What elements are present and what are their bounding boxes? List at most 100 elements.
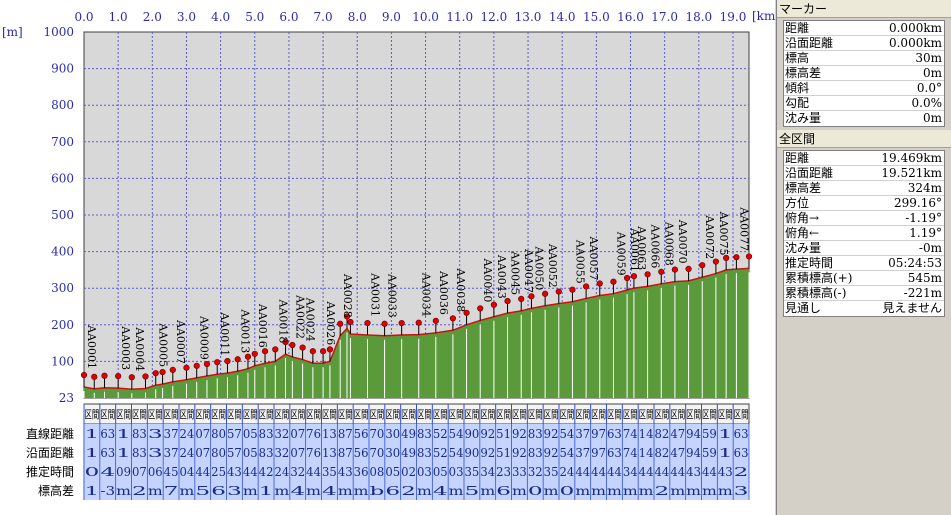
segment-header[interactable]: 区間 <box>496 408 511 421</box>
waypoint-marker[interactable] <box>583 283 590 290</box>
segment-header[interactable]: 区間 <box>417 408 432 421</box>
segment-header[interactable]: 区間 <box>702 408 717 421</box>
waypoint-marker[interactable] <box>699 262 706 269</box>
segment-header[interactable]: 区間 <box>544 408 559 421</box>
waypoint-marker[interactable] <box>528 293 535 300</box>
segment-table[interactable]: 区間 区間 区間 区間 区間 区間 区間 区間 区間 区間 区間 区間 区間 区間 区間 区間 区間 区間 区間 区間… <box>26 403 750 500</box>
segment-header[interactable]: 区間 <box>575 408 590 421</box>
waypoint-marker[interactable] <box>319 348 327 355</box>
waypoint-marker[interactable] <box>415 319 422 326</box>
segment-header[interactable]: 区間 <box>385 408 400 421</box>
waypoint-marker[interactable] <box>244 353 252 360</box>
waypoint-marker[interactable] <box>658 268 665 275</box>
elevation-profile-chart[interactable]: [m] [km] 0.0 1.0 2.0 3.0 4.0 5.0 6.0 7.0 8.0 9.0 1… <box>0 0 780 515</box>
waypoint-marker[interactable] <box>152 370 159 377</box>
waypoint-marker[interactable] <box>193 362 200 369</box>
segment-header[interactable]: 区間 <box>180 408 195 421</box>
segment-header[interactable]: 区間 <box>433 408 448 421</box>
segment-header[interactable]: 区間 <box>322 408 337 421</box>
waypoint-marker[interactable] <box>282 338 289 346</box>
waypoint-marker[interactable] <box>224 358 231 365</box>
waypoint-marker[interactable] <box>463 309 470 316</box>
segment-header[interactable]: 区間 <box>370 408 385 421</box>
waypoint-marker[interactable] <box>272 346 279 353</box>
waypoint-marker[interactable] <box>299 344 306 351</box>
waypoint-marker[interactable] <box>733 254 740 261</box>
segment-header[interactable]: 区間 <box>512 408 527 421</box>
waypoint-marker[interactable] <box>251 350 258 357</box>
waypoint-marker[interactable] <box>712 258 720 265</box>
waypoint-marker[interactable] <box>80 371 88 379</box>
waypoint-marker[interactable] <box>449 315 456 322</box>
segment-header[interactable]: 区間 <box>686 408 701 421</box>
segment-header[interactable]: 区間 <box>718 408 733 421</box>
segment-header[interactable]: 区間 <box>306 408 321 421</box>
waypoint-marker[interactable] <box>142 373 149 380</box>
segment-header[interactable]: 区間 <box>560 408 575 421</box>
segment-header[interactable]: 区間 <box>85 408 100 421</box>
segment-header[interactable]: 区間 <box>734 408 749 421</box>
waypoint-marker[interactable] <box>723 254 730 261</box>
segment-header[interactable]: 区間 <box>148 408 163 421</box>
waypoint-marker[interactable] <box>91 373 98 380</box>
segment-header[interactable]: 区間 <box>480 408 495 421</box>
segment-header[interactable]: 区間 <box>449 408 464 421</box>
segment-header[interactable]: 区間 <box>195 408 210 421</box>
segment-header[interactable]: 区間 <box>290 408 305 421</box>
waypoint-marker[interactable] <box>569 286 576 293</box>
waypoint-marker[interactable] <box>261 348 269 355</box>
waypoint-marker[interactable] <box>671 266 679 273</box>
segment-header[interactable]: 区間 <box>607 408 622 421</box>
waypoint-marker[interactable] <box>101 372 108 379</box>
segment-header[interactable]: 区間 <box>275 408 290 421</box>
waypoint-marker[interactable] <box>203 360 211 368</box>
waypoint-marker[interactable] <box>610 278 617 285</box>
segment-header[interactable]: 区間 <box>100 408 115 421</box>
segment-header[interactable]: 区間 <box>116 408 131 421</box>
waypoint-marker[interactable] <box>745 253 753 260</box>
waypoint-marker[interactable] <box>381 320 388 327</box>
chart-svg[interactable]: [m] [km] 0.0 1.0 2.0 3.0 4.0 5.0 6.0 7.0 8.0 9.0 1… <box>0 0 780 515</box>
waypoint-marker[interactable] <box>159 368 166 376</box>
waypoint-marker[interactable] <box>364 319 371 327</box>
segment-header[interactable]: 区間 <box>655 408 670 421</box>
waypoint-marker[interactable] <box>685 265 692 272</box>
waypoint-marker[interactable] <box>398 319 405 327</box>
waypoint-marker[interactable] <box>347 318 354 326</box>
segment-header[interactable]: 区間 <box>338 408 353 421</box>
waypoint-marker[interactable] <box>169 366 176 373</box>
waypoint-marker[interactable] <box>504 297 511 305</box>
waypoint-marker[interactable] <box>432 317 439 324</box>
waypoint-markers[interactable]: AA0001 AA0003 AA0004 AA0005 AA0007 AA0009 AA00… <box>80 206 753 390</box>
segment-header[interactable]: 区間 <box>670 408 685 421</box>
waypoint-marker[interactable] <box>234 356 241 363</box>
waypoint-marker[interactable] <box>623 274 631 282</box>
waypoint-marker[interactable] <box>644 271 651 278</box>
waypoint-marker[interactable] <box>115 373 122 380</box>
segment-header[interactable]: 区間 <box>528 408 543 421</box>
waypoint-marker[interactable] <box>289 341 296 349</box>
segment-header[interactable]: 区間 <box>164 408 179 421</box>
segment-header[interactable]: 区間 <box>639 408 654 421</box>
waypoint-marker[interactable] <box>128 374 135 381</box>
segment-header[interactable]: 区間 <box>623 408 638 421</box>
waypoint-marker[interactable] <box>596 280 603 287</box>
waypoint-marker[interactable] <box>183 364 190 371</box>
segment-header[interactable]: 区間 <box>591 408 606 421</box>
segment-header[interactable]: 区間 <box>243 408 258 421</box>
waypoint-marker[interactable] <box>214 359 221 366</box>
segment-header[interactable]: 区間 <box>227 408 242 421</box>
waypoint-marker[interactable] <box>555 288 562 295</box>
waypoint-marker[interactable] <box>542 290 549 297</box>
waypoint-marker[interactable] <box>326 346 334 353</box>
waypoint-marker[interactable] <box>343 313 351 320</box>
segment-header[interactable]: 区間 <box>211 408 226 421</box>
waypoint-marker[interactable] <box>309 348 316 355</box>
segment-header[interactable]: 区間 <box>259 408 274 421</box>
segment-header[interactable]: 区間 <box>465 408 480 421</box>
segment-header[interactable]: 区間 <box>354 408 369 421</box>
waypoint-marker[interactable] <box>490 301 497 308</box>
waypoint-marker[interactable] <box>518 295 525 302</box>
waypoint-marker[interactable] <box>337 320 344 327</box>
segment-header[interactable]: 区間 <box>401 408 416 421</box>
